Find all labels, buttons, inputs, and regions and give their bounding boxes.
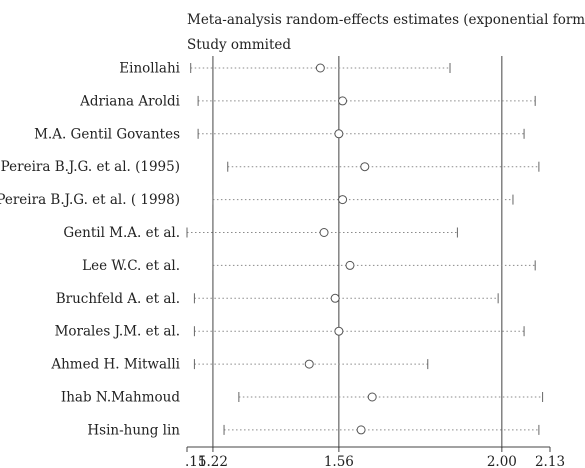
study-label: Bruchfeld A. et al. xyxy=(56,291,180,307)
study-label: Pereira B.J.G. et al. ( 1998) xyxy=(0,192,180,208)
x-tick-label: 1.56 xyxy=(324,454,354,468)
point-estimate xyxy=(345,260,355,270)
point-estimate xyxy=(304,359,314,369)
point-estimate xyxy=(334,326,344,336)
study-label: Lee W.C. et al. xyxy=(82,258,180,274)
point-estimate xyxy=(330,293,340,303)
x-tick-label: 2.00 xyxy=(487,454,517,468)
study-label: Ahmed H. Mitwalli xyxy=(50,357,180,373)
study-label: Morales J.M. et al. xyxy=(55,324,180,340)
study-label: Ihab N.Mahmoud xyxy=(61,390,180,406)
point-estimate xyxy=(338,195,348,205)
study-rows: Einollahi Adriana Aroldi M.A. Gentil Govan… xyxy=(0,61,544,438)
point-estimate xyxy=(356,425,366,435)
x-tick-label: 1.22 xyxy=(198,454,228,468)
point-estimate xyxy=(334,129,344,139)
x-tick-label: .15 xyxy=(185,454,206,468)
study-label: Gentil M.A. et al. xyxy=(63,225,180,241)
study-label: Pereira B.J.G. et al. (1995) xyxy=(1,159,180,175)
x-axis: .151.22 1.56 2.00 2.13 xyxy=(185,446,565,468)
point-estimate xyxy=(360,162,370,172)
study-label: M.A. Gentil Govantes xyxy=(34,126,180,142)
reference-lines xyxy=(212,56,503,448)
chart-title: Meta-analysis random-effects estimates (… xyxy=(187,12,585,28)
point-estimate xyxy=(319,228,329,237)
study-label: Hsin-hung lin xyxy=(87,422,180,438)
chart-subtitle: Study ommited xyxy=(187,37,291,53)
point-estimate xyxy=(338,96,348,106)
study-label: Einollahi xyxy=(119,61,180,77)
point-estimate xyxy=(367,392,377,402)
point-estimate xyxy=(315,63,325,73)
study-label: Adriana Aroldi xyxy=(79,93,181,109)
x-tick-label: 2.13 xyxy=(535,454,565,468)
